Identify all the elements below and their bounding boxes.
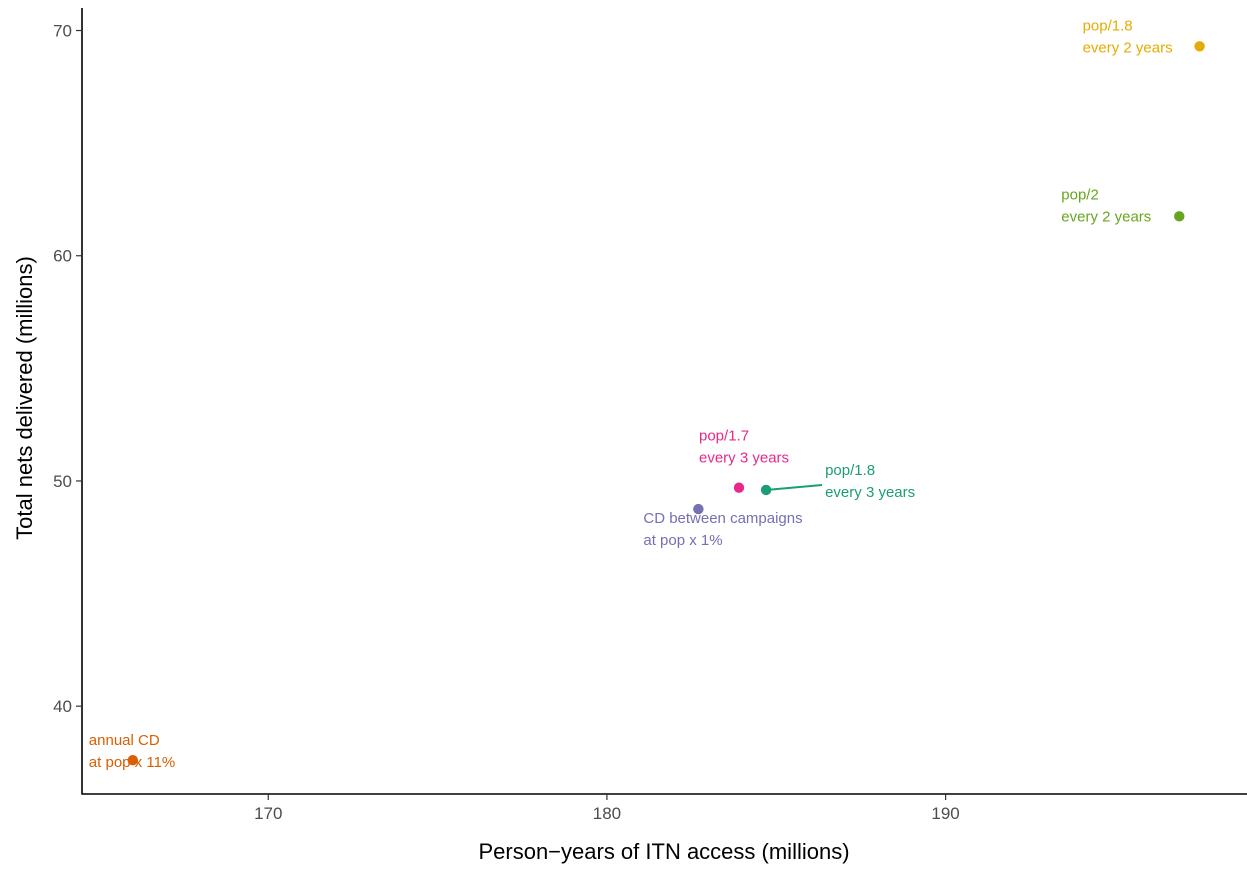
x-axis-title: Person−years of ITN access (millions) <box>478 839 849 864</box>
point-label: pop/1.8 <box>825 462 875 479</box>
x-tick-label: 190 <box>931 804 959 823</box>
point-label: annual CD <box>89 732 160 749</box>
data-point <box>1174 211 1184 221</box>
axes <box>82 8 1247 795</box>
point-label: every 2 years <box>1061 208 1151 225</box>
y-tick-label: 60 <box>53 247 72 266</box>
y-tick-label: 40 <box>53 697 72 716</box>
point-labels: annual CD at pop x 11% CD between campaign… <box>89 17 1173 771</box>
label-connector-line <box>766 485 822 490</box>
point-label: every 2 years <box>1083 39 1173 56</box>
point-label: at pop x 1% <box>643 532 722 549</box>
point-label: pop/1.7 <box>699 428 749 445</box>
data-point <box>1194 41 1204 51</box>
y-axis-title: Total nets delivered (millions) <box>12 256 37 540</box>
data-point <box>761 485 771 495</box>
x-tick-label: 180 <box>593 804 621 823</box>
point-label: pop/2 <box>1061 186 1099 203</box>
y-tick-label: 70 <box>53 22 72 41</box>
y-tick-label: 50 <box>53 472 72 491</box>
point-label: every 3 years <box>825 484 915 501</box>
point-label: every 3 years <box>699 450 789 467</box>
label-connectors <box>766 485 822 490</box>
point-label: CD between campaigns <box>643 510 802 527</box>
point-label: pop/1.8 <box>1083 17 1133 34</box>
data-point <box>734 483 744 493</box>
point-label: at pop x 11% <box>89 754 175 771</box>
ticks: 170 180 190 40 50 60 70 <box>53 22 960 823</box>
data-points <box>128 41 1205 765</box>
x-tick-label: 170 <box>254 804 282 823</box>
